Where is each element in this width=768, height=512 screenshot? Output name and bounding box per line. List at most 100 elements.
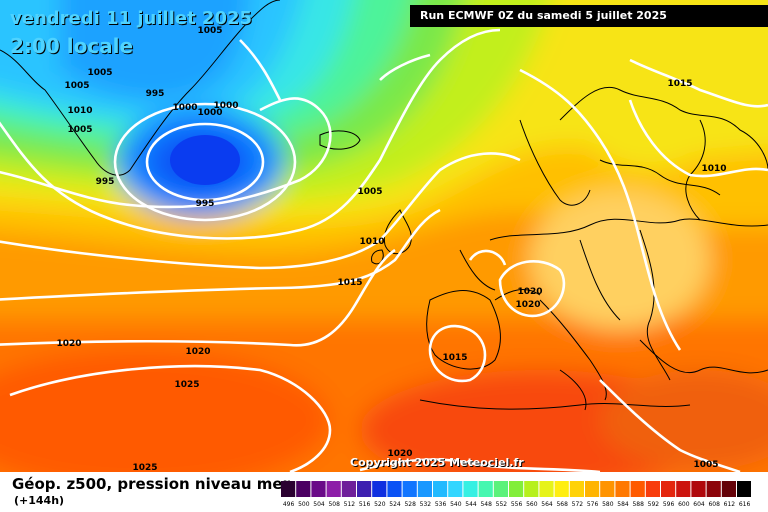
color-scale-tick: 600 bbox=[678, 501, 690, 508]
color-swatch bbox=[661, 481, 676, 497]
color-swatch bbox=[402, 481, 417, 497]
isobar-label: 1000 bbox=[172, 103, 197, 113]
color-swatch bbox=[737, 481, 751, 497]
isobar-label: 1005 bbox=[64, 81, 89, 91]
color-scale-tick: 528 bbox=[404, 501, 416, 508]
color-scale-tick: 588 bbox=[632, 501, 644, 508]
forecast-time-title: 2:00 locale bbox=[10, 34, 134, 58]
legend-subtitle: (+144h) bbox=[14, 494, 65, 507]
color-scale-tick: 504 bbox=[313, 501, 325, 508]
color-swatch bbox=[509, 481, 524, 497]
isobar-label: 1020 bbox=[387, 449, 412, 459]
color-swatch bbox=[585, 481, 600, 497]
color-scale-tick: 592 bbox=[648, 501, 660, 508]
color-swatch bbox=[721, 481, 736, 497]
color-swatch bbox=[296, 481, 311, 497]
color-swatch bbox=[478, 481, 493, 497]
color-scale-tick: 564 bbox=[541, 501, 553, 508]
color-swatch bbox=[554, 481, 569, 497]
color-swatch bbox=[706, 481, 721, 497]
legend-title: Géop. z500, pression niveau mer bbox=[12, 475, 290, 493]
color-scale-tick: 612 bbox=[724, 501, 736, 508]
isobar-label: 1020 bbox=[56, 339, 81, 349]
color-swatch bbox=[630, 481, 645, 497]
color-scale-tick: 596 bbox=[663, 501, 675, 508]
color-swatch bbox=[448, 481, 463, 497]
isobar-label: 1005 bbox=[67, 125, 92, 135]
color-scale-tick: 540 bbox=[450, 501, 462, 508]
color-scale-tick: 608 bbox=[708, 501, 720, 508]
isobar-label: 1010 bbox=[67, 106, 92, 116]
isobar-label: 995 bbox=[196, 199, 215, 209]
isobar-label: 1025 bbox=[174, 380, 199, 390]
color-scale-tick: 536 bbox=[435, 501, 447, 508]
color-swatch bbox=[326, 481, 341, 497]
isobar-label: 1020 bbox=[515, 300, 540, 310]
color-swatch bbox=[341, 481, 356, 497]
weather-map: 1005 1005 1005 1010 1005 995 1000 1000 1000 995 99… bbox=[0, 0, 768, 472]
color-swatch bbox=[357, 481, 372, 497]
color-swatch bbox=[387, 481, 402, 497]
color-scale-tick: 532 bbox=[420, 501, 432, 508]
color-scale-tick: 556 bbox=[511, 501, 523, 508]
color-scale-tick: 520 bbox=[374, 501, 386, 508]
color-swatch bbox=[463, 481, 478, 497]
color-scale-tick: 584 bbox=[617, 501, 629, 508]
color-scale-tick: 560 bbox=[526, 501, 538, 508]
color-scale-tick: 552 bbox=[496, 501, 508, 508]
isobar-label: 1005 bbox=[197, 26, 222, 36]
color-swatch bbox=[372, 481, 387, 497]
color-scale-tick: 572 bbox=[572, 501, 584, 508]
color-swatch bbox=[676, 481, 691, 497]
isobar-label: 1000 bbox=[197, 108, 222, 118]
color-swatch bbox=[539, 481, 554, 497]
isobar-label: 1015 bbox=[667, 79, 692, 89]
color-swatch bbox=[600, 481, 615, 497]
coastlines bbox=[0, 0, 768, 411]
run-info-banner: Run ECMWF 0Z du samedi 5 juillet 2025 bbox=[410, 5, 768, 27]
color-swatch bbox=[493, 481, 508, 497]
color-scale-tick: 496 bbox=[283, 501, 295, 508]
isobar-label: 1005 bbox=[693, 460, 718, 470]
color-scale-tick: 548 bbox=[480, 501, 492, 508]
isobar-label: 995 bbox=[96, 177, 115, 187]
isobar-label: 1005 bbox=[357, 187, 382, 197]
isobar-label: 995 bbox=[146, 89, 165, 99]
color-scale-tick: 500 bbox=[298, 501, 310, 508]
isobar-label: 1015 bbox=[337, 278, 362, 288]
low-pressure-core bbox=[170, 135, 240, 185]
color-swatch bbox=[615, 481, 630, 497]
forecast-date-title: vendredi 11 juillet 2025 bbox=[10, 8, 253, 29]
color-swatch bbox=[569, 481, 584, 497]
isobar-label: 1020 bbox=[517, 287, 542, 297]
isobar-label: 1010 bbox=[359, 237, 384, 247]
color-scale-tick: 544 bbox=[465, 501, 477, 508]
copyright-text: Copyright 2025 Meteociel.fr bbox=[350, 456, 524, 469]
color-swatch bbox=[524, 481, 539, 497]
color-scale-tick: 616 bbox=[739, 501, 751, 508]
color-swatch bbox=[281, 481, 296, 497]
legend-panel: Géop. z500, pression niveau mer (+144h) … bbox=[0, 472, 768, 512]
color-scale-tick: 576 bbox=[587, 501, 599, 508]
color-scale-bar: 496 500 504 508 512 516 520 524 528 532 536 540 544 5… bbox=[281, 481, 751, 508]
color-scale-tick: 512 bbox=[344, 501, 356, 508]
color-scale-tick: 604 bbox=[693, 501, 705, 508]
color-scale-tick: 508 bbox=[328, 501, 340, 508]
color-swatch bbox=[645, 481, 660, 497]
color-scale-tick: 524 bbox=[389, 501, 401, 508]
color-swatch bbox=[311, 481, 326, 497]
color-scale-tick: 516 bbox=[359, 501, 371, 508]
isobar-label: 1025 bbox=[132, 463, 157, 472]
color-scale-tick: 568 bbox=[556, 501, 568, 508]
isobars bbox=[0, 28, 768, 472]
color-scale-tick: 580 bbox=[602, 501, 614, 508]
isobar-label: 1000 bbox=[213, 101, 238, 111]
color-swatch bbox=[691, 481, 706, 497]
color-swatch bbox=[433, 481, 448, 497]
isobar-label: 1020 bbox=[185, 347, 210, 357]
color-swatch bbox=[417, 481, 432, 497]
isobar-label: 1005 bbox=[87, 68, 112, 78]
isobar-label: 1010 bbox=[701, 164, 726, 174]
